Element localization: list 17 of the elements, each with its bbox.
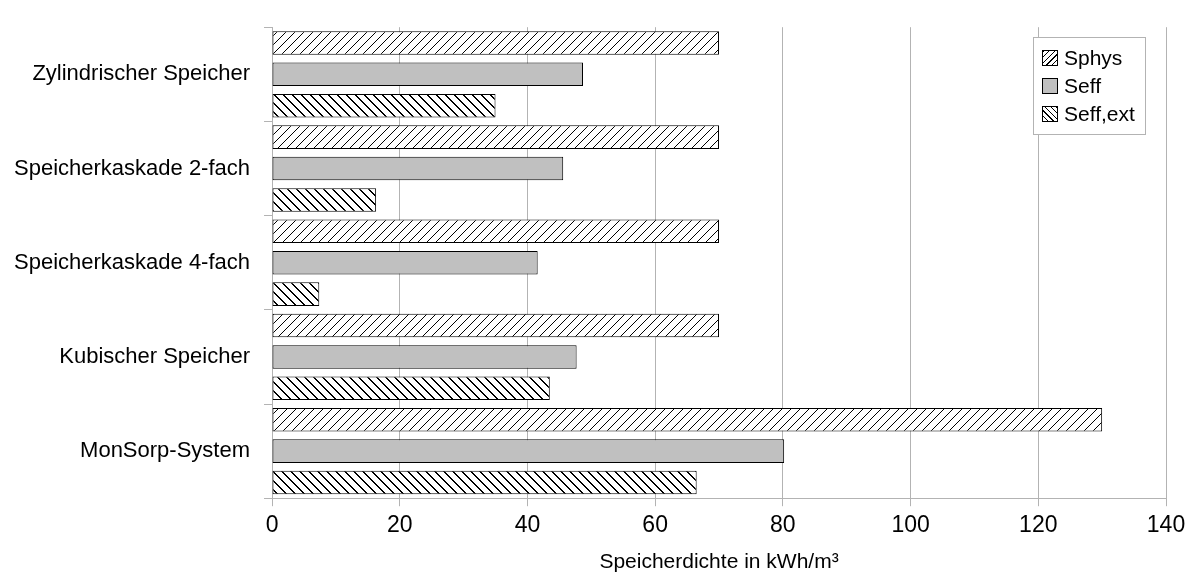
x-tick-label: 120 — [1019, 511, 1058, 538]
y-tick-label: MonSorp-System — [80, 437, 251, 463]
y-tick-label: Speicherkaskade 2-fach — [14, 154, 251, 180]
y-tick-label: Speicherkaskade 4-fach — [14, 248, 251, 274]
x-tick-label: 80 — [770, 511, 796, 538]
x-tick-label: 60 — [642, 511, 668, 538]
x-tick-label: 100 — [891, 511, 930, 538]
x-tick-label: 140 — [1146, 511, 1186, 538]
x-tick-label: 0 — [265, 511, 279, 538]
x-tick-label: 40 — [514, 511, 541, 538]
legend-label: Seff,ext — [1064, 102, 1135, 127]
legend-label: Sphys — [1064, 46, 1123, 71]
x-tick-label: 20 — [386, 511, 413, 538]
x-axis-title: Speicherdichte in kWh/m³ — [599, 549, 839, 573]
y-tick-label: Zylindrischer Speicher — [32, 60, 251, 86]
legend-label: Seff — [1064, 74, 1101, 99]
y-tick-label: Kubischer Speicher — [59, 342, 251, 368]
